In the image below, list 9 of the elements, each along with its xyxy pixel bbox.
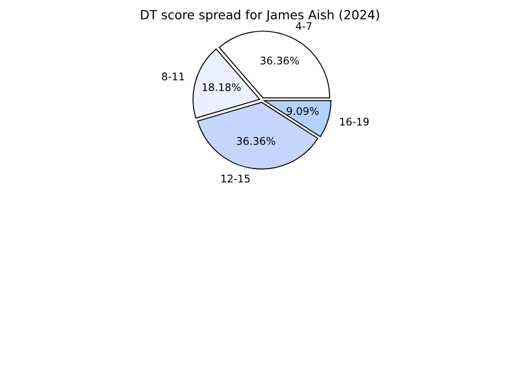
data-label: 36.36% (236, 137, 276, 145)
chart-title: DT score spread for James Aish (2024) (141, 10, 380, 22)
data-label: 9.09% (286, 107, 319, 115)
data-label: 36.36% (260, 56, 299, 65)
slice-label: 4-7 (296, 22, 312, 30)
slice-label: 16-19 (340, 118, 369, 126)
slice-label: 8-11 (162, 72, 184, 80)
data-label: 18.18% (202, 83, 241, 92)
slice-label: 12-15 (221, 174, 250, 183)
